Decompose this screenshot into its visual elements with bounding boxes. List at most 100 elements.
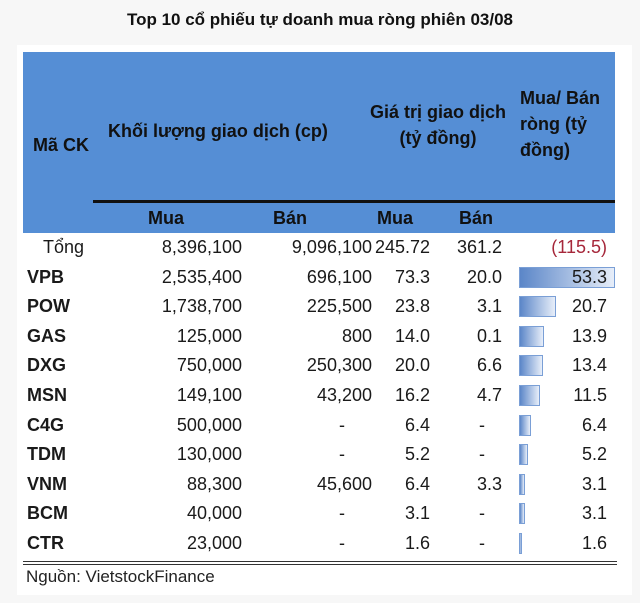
total-row: Tổng 8,396,100 9,096,100 245.72 361.2 (1… (23, 233, 615, 263)
table-row: C4G 500,000 - 6.4 - 6.4 (23, 411, 615, 441)
total-vol-buy: 8,396,100 (161, 237, 242, 257)
vol-sell: 225,500 (306, 296, 372, 317)
net-data-bar (519, 296, 557, 318)
table-row: VPB 2,535,400 696,100 73.3 20.0 53.3 (23, 263, 615, 293)
stock-code: VNM (27, 473, 67, 494)
net-data-bar (519, 532, 522, 554)
val-sell: - (479, 444, 485, 465)
vol-buy: 750,000 (176, 355, 242, 376)
header-code: Mã CK (33, 135, 90, 155)
vol-sell: - (339, 444, 345, 465)
val-sell: 3.1 (476, 296, 502, 317)
header-value: Giá trị giao dịch (tỷ đồng) (369, 102, 507, 148)
val-buy: 6.4 (404, 414, 430, 435)
net-value: 1.6 (581, 532, 607, 553)
val-buy: 3.1 (404, 503, 430, 524)
stock-code: CTR (27, 532, 64, 553)
vol-buy: 500,000 (176, 414, 242, 435)
vol-sell: 696,100 (306, 266, 372, 287)
val-sell: - (479, 414, 485, 435)
val-buy: 1.6 (404, 532, 430, 553)
header-volume-sell: Bán (273, 208, 308, 228)
stock-code: TDM (27, 444, 66, 465)
val-sell: 0.1 (476, 325, 502, 346)
header-volume-buy: Mua (148, 208, 184, 228)
header-value-buy: Mua (377, 208, 413, 228)
total-vol-sell: 9,096,100 (291, 237, 372, 257)
vol-sell: - (339, 532, 345, 553)
net-value: 11.5 (573, 384, 607, 405)
net-data-bar (519, 266, 615, 288)
stock-code: VPB (27, 266, 65, 287)
net-value: 3.1 (581, 473, 607, 494)
table-row: BCM 40,000 - 3.1 - 3.1 (23, 499, 615, 529)
header-divider (93, 200, 615, 203)
stock-code: POW (27, 296, 70, 317)
vol-buy: 130,000 (176, 444, 242, 465)
vol-buy: 40,000 (186, 503, 242, 524)
table-title: Top 10 cổ phiếu tự doanh mua ròng phiên … (126, 10, 514, 29)
net-data-bar (519, 444, 529, 466)
net-value: 13.4 (571, 355, 607, 376)
source-note: Nguồn: VietstockFinance (26, 567, 215, 586)
net-data-bar (519, 355, 544, 377)
stock-code: MSN (27, 384, 67, 405)
val-sell: - (479, 532, 485, 553)
net-value: 5.2 (581, 444, 607, 465)
header-net: Mua/ Bán ròng (tỷ đồng) (520, 88, 601, 160)
net-value: 20.7 (571, 296, 607, 317)
table-row: POW 1,738,700 225,500 23.8 3.1 20.7 (23, 292, 615, 322)
vol-sell: 800 (341, 325, 372, 346)
net-value: 53.3 (571, 266, 607, 287)
vol-buy: 2,535,400 (161, 266, 242, 287)
table-row: MSN 149,100 43,200 16.2 4.7 11.5 (23, 381, 615, 411)
header-value-sell: Bán (459, 208, 494, 228)
table-row: TDM 130,000 - 5.2 - 5.2 (23, 440, 615, 470)
net-value: 3.1 (581, 503, 607, 524)
net-data-bar (519, 503, 525, 525)
val-buy: 14.0 (394, 325, 430, 346)
net-value: 6.4 (581, 414, 607, 435)
val-sell: 20.0 (466, 266, 502, 287)
net-data-bar (519, 414, 531, 436)
val-sell: - (479, 503, 485, 524)
vol-sell: 45,600 (316, 473, 372, 494)
table-body: Tổng 8,396,100 9,096,100 245.72 361.2 (1… (23, 233, 615, 559)
table-row: DXG 750,000 250,300 20.0 6.6 13.4 (23, 351, 615, 381)
vol-buy: 88,300 (186, 473, 242, 494)
table-row: CTR 23,000 - 1.6 - 1.6 (23, 529, 615, 559)
total-val-buy: 245.72 (374, 237, 430, 257)
stock-code: BCM (27, 503, 68, 524)
net-value: 13.9 (571, 325, 607, 346)
table-row: GAS 125,000 800 14.0 0.1 13.9 (23, 322, 615, 352)
net-data-bar (519, 384, 540, 406)
net-data-bar (519, 473, 525, 495)
vol-sell: 250,300 (306, 355, 372, 376)
stock-code: GAS (27, 325, 67, 346)
val-sell: 3.3 (476, 473, 502, 494)
vol-sell: - (339, 414, 345, 435)
header-volume: Khối lượng giao dịch (cp) (108, 121, 328, 141)
total-net: (115.5) (551, 237, 607, 257)
table-header: Mã CK Khối lượng giao dịch (cp) Giá trị … (23, 52, 615, 233)
val-buy: 23.8 (394, 296, 430, 317)
vol-sell: - (339, 503, 345, 524)
stock-code: DXG (27, 355, 67, 376)
val-sell: 6.6 (476, 355, 502, 376)
vol-buy: 23,000 (186, 532, 242, 553)
stock-code: C4G (27, 414, 65, 435)
total-label: Tổng (43, 237, 85, 257)
val-buy: 73.3 (394, 266, 430, 287)
table-bottom-border (23, 561, 617, 565)
vol-buy: 149,100 (176, 384, 242, 405)
val-buy: 6.4 (404, 473, 430, 494)
vol-buy: 125,000 (176, 325, 242, 346)
vol-buy: 1,738,700 (161, 296, 242, 317)
vol-sell: 43,200 (316, 384, 372, 405)
val-buy: 20.0 (394, 355, 430, 376)
val-buy: 16.2 (394, 384, 430, 405)
net-data-bar (519, 325, 545, 347)
val-buy: 5.2 (404, 444, 430, 465)
total-val-sell: 361.2 (456, 237, 502, 257)
val-sell: 4.7 (476, 384, 502, 405)
